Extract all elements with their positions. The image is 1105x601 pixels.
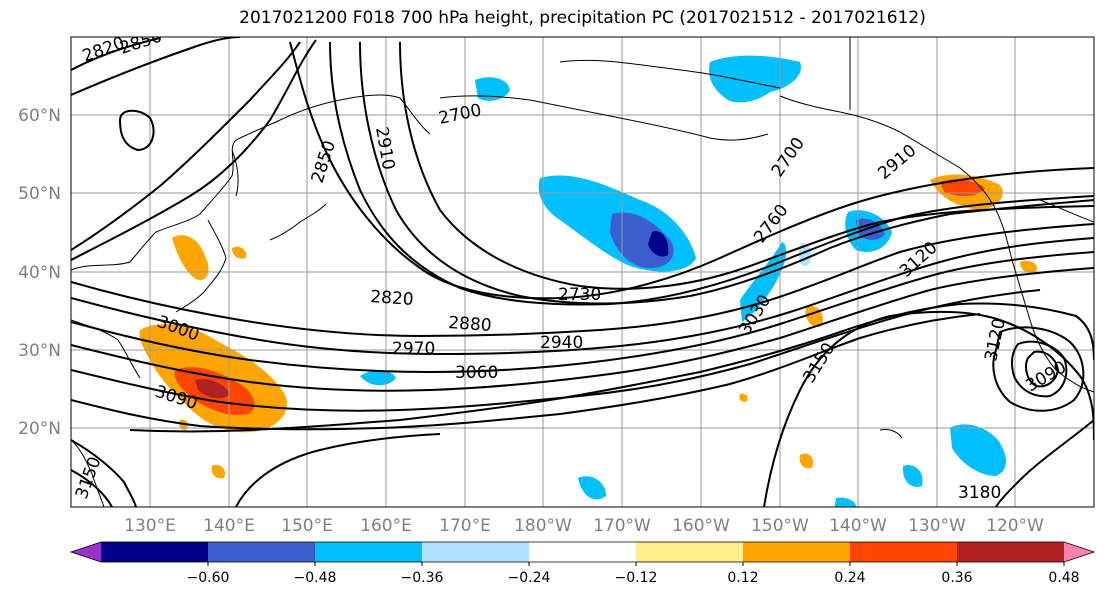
lon-label: 150°E (281, 516, 333, 536)
colorbar-segment (208, 542, 316, 562)
colorbar-segment (101, 542, 209, 562)
lon-label: 140°E (203, 516, 255, 536)
contour-label: 2940 (540, 333, 583, 353)
colorbar-tick-label: 0.24 (834, 570, 865, 586)
colorbar-tick-label: −0.60 (187, 570, 230, 586)
lon-label: 130°E (124, 516, 176, 536)
colorbar: −0.60 −0.48 −0.36 −0.24 −0.12 0.12 0.24 0.36 0.4… (69, 541, 1096, 586)
latitude-labels: 60°N 50°N 40°N 30°N 20°N (18, 106, 61, 439)
precip-region-south (834, 497, 857, 507)
lon-label: 120°W (986, 516, 1044, 536)
contour-label: 2970 (392, 339, 435, 359)
precip-region-gulf-core (856, 218, 885, 240)
colorbar-tick-label: −0.36 (401, 570, 444, 586)
map-frame (70, 36, 1095, 508)
lat-label: 20°N (18, 419, 61, 439)
lon-label: 130°W (908, 516, 966, 536)
height-contours (71, 37, 1094, 507)
lat-label: 50°N (18, 184, 61, 204)
longitude-labels: 130°E 140°E 150°E 160°E 170°E 180°W 170°… (124, 516, 1044, 536)
lon-label: 170°E (439, 516, 491, 536)
colorbar-outline (69, 541, 1096, 563)
precip-region-subtropics (950, 424, 1006, 476)
colorbar-tick-label: 0.12 (727, 570, 758, 586)
contour-label: 3180 (958, 483, 1001, 503)
lon-label: 160°W (672, 516, 730, 536)
precip-region-small-1 (799, 453, 814, 469)
graticule (71, 37, 1094, 507)
precip-region-central-pacific (578, 476, 606, 500)
lat-label: 40°N (18, 263, 61, 283)
colorbar-tick-label: −0.48 (294, 570, 337, 586)
precip-region-japan (172, 235, 209, 281)
colorbar-extend-max (1064, 542, 1094, 562)
precip-region-west-pacific (360, 370, 396, 386)
colorbar-segment (315, 542, 423, 562)
colorbar-segment (743, 542, 851, 562)
colorbar-tick-label: 0.36 (941, 570, 972, 586)
precip-region-band (740, 242, 787, 322)
precip-region-small-3 (211, 464, 226, 479)
precip-shading (139, 55, 1037, 507)
lat-label: 60°N (18, 106, 61, 126)
colorbar-extend-min (71, 542, 101, 562)
lon-label: 140°W (829, 516, 887, 536)
lat-label: 30°N (18, 341, 61, 361)
colorbar-segment (636, 542, 744, 562)
precip-region-pacific-max (648, 231, 669, 257)
precip-region-small-4 (232, 246, 247, 259)
precip-region-east-asia-max (195, 378, 230, 399)
contour-label: 2820 (370, 287, 415, 310)
precip-region-small-2 (1020, 260, 1037, 274)
colorbar-tick-label: −0.24 (508, 570, 551, 586)
colorbar-segment (529, 542, 637, 562)
colorbar-segment (422, 542, 530, 562)
colorbar-segment (850, 542, 958, 562)
precip-region-bering (475, 77, 510, 101)
lon-label: 170°W (593, 516, 651, 536)
precip-region-alaska (709, 55, 801, 103)
contour-label: 2730 (558, 285, 601, 305)
contour-label: 3060 (455, 363, 498, 383)
precip-region-small-6 (739, 393, 748, 402)
colorbar-tick-label: −0.12 (615, 570, 658, 586)
lon-label: 150°W (751, 516, 809, 536)
lon-label: 180°W (514, 516, 572, 536)
lon-label: 160°E (360, 516, 412, 536)
precip-region-pnw-core (940, 179, 985, 197)
map-title: 2017021200 F018 700 hPa height, precipit… (239, 8, 926, 28)
colorbar-segment (957, 542, 1065, 562)
colorbar-tick-label: 0.48 (1048, 570, 1079, 586)
precip-region-hawaii-east (902, 465, 923, 487)
contour-label: 2880 (448, 313, 493, 336)
